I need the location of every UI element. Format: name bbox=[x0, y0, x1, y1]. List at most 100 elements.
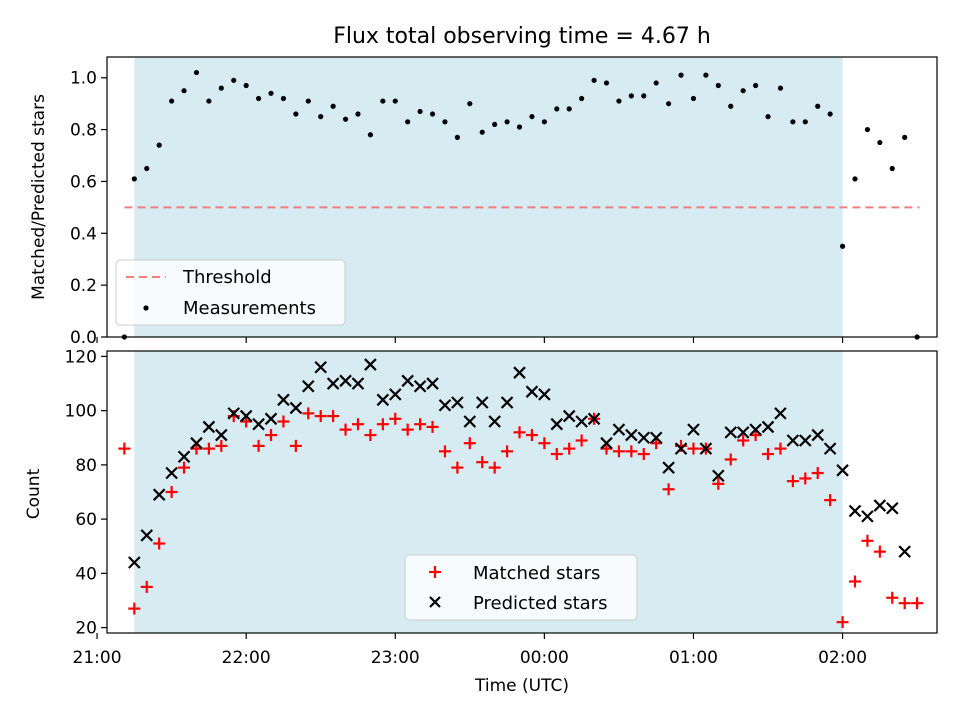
measurement-point bbox=[293, 111, 299, 117]
matched-star-point bbox=[426, 420, 439, 433]
measurement-point bbox=[864, 126, 871, 133]
matched-star-point bbox=[612, 445, 625, 458]
measurement-point bbox=[492, 121, 498, 128]
count-y-tick-label: 60 bbox=[75, 510, 97, 530]
measurement-point bbox=[169, 98, 175, 104]
legend-measurements-label: Measurements bbox=[183, 298, 316, 319]
measurement-point bbox=[342, 116, 349, 122]
measurement-point bbox=[641, 93, 647, 99]
measurement-point bbox=[827, 111, 833, 117]
ratio-legend: Threshold Measurements bbox=[115, 259, 346, 326]
measurement-point bbox=[305, 98, 311, 104]
measurement-point bbox=[877, 139, 883, 146]
matched-star-point bbox=[550, 448, 563, 461]
matched-star-point bbox=[153, 537, 166, 550]
predicted-star-point bbox=[525, 385, 539, 398]
x-tick-label: 01:00 bbox=[669, 648, 718, 668]
ratio-y-axis-label: Matched/Predicted stars bbox=[29, 94, 49, 300]
matched-star-point bbox=[252, 439, 265, 452]
measurement-point bbox=[330, 103, 336, 109]
measurement-point bbox=[380, 98, 386, 104]
measurement-point bbox=[765, 114, 771, 120]
measurement-point bbox=[392, 98, 398, 104]
ratio-y-tick-label: 0.0 bbox=[70, 328, 97, 348]
measurement-point bbox=[591, 77, 597, 83]
count-legend: Matched stars Predicted stars bbox=[404, 554, 638, 621]
matched-star-point bbox=[737, 434, 750, 447]
legend-matched-swatch bbox=[429, 566, 441, 578]
predicted-star-point bbox=[339, 374, 352, 388]
matched-star-point bbox=[165, 486, 178, 498]
ratio-y-tick-label: 0.8 bbox=[70, 121, 97, 141]
predicted-star-point bbox=[687, 423, 700, 436]
predicted-star-point bbox=[612, 423, 626, 436]
ratio-y-tick-label: 0.4 bbox=[70, 224, 97, 244]
predicted-stars-series bbox=[128, 358, 911, 569]
matched-star-point bbox=[898, 597, 911, 610]
matched-star-point bbox=[327, 410, 340, 423]
x-tick-label: 21:00 bbox=[73, 648, 122, 668]
measurement-point bbox=[790, 119, 796, 125]
measurement-point bbox=[777, 85, 784, 91]
measurement-point bbox=[541, 119, 547, 125]
measurement-point bbox=[839, 243, 846, 249]
measurement-point bbox=[616, 98, 622, 104]
matched-star-point bbox=[140, 580, 153, 593]
legend-measurements-swatch bbox=[143, 305, 149, 311]
predicted-star-point bbox=[215, 428, 228, 442]
predicted-star-point bbox=[799, 434, 812, 447]
matched-star-point bbox=[302, 407, 315, 420]
predicted-star-point bbox=[413, 379, 427, 393]
predicted-star-point bbox=[562, 409, 576, 423]
measurement-point bbox=[144, 165, 150, 172]
measurement-point bbox=[429, 111, 436, 117]
predicted-star-point bbox=[438, 398, 452, 412]
measurement-point bbox=[752, 82, 759, 89]
measurement-point bbox=[504, 119, 510, 125]
matched-star-point bbox=[687, 442, 700, 455]
matched-star-point bbox=[811, 467, 824, 480]
predicted-star-point bbox=[140, 529, 154, 542]
predicted-star-point bbox=[289, 401, 303, 415]
matched-star-point bbox=[389, 412, 402, 425]
x-axis-label: Time (UTC) bbox=[474, 676, 569, 696]
matched-star-point bbox=[724, 453, 737, 466]
predicted-star-point bbox=[314, 360, 327, 374]
measurement-point bbox=[405, 119, 411, 125]
count-y-axis-label: Count bbox=[24, 468, 44, 519]
ratio-y-tick-label: 0.6 bbox=[70, 172, 97, 192]
count-y-tick-label: 20 bbox=[75, 619, 97, 639]
predicted-star-point bbox=[873, 499, 887, 512]
x-tick-label: 00:00 bbox=[520, 648, 569, 668]
x-tick-label: 02:00 bbox=[818, 648, 867, 668]
matched-star-point bbox=[886, 591, 899, 604]
legend-predicted-label: Predicted stars bbox=[473, 593, 607, 614]
matched-star-point bbox=[762, 448, 775, 461]
measurement-point bbox=[653, 80, 659, 86]
matched-star-point bbox=[799, 472, 812, 485]
matched-star-point bbox=[538, 437, 551, 450]
matched-star-point bbox=[873, 545, 886, 558]
predicted-star-point bbox=[165, 466, 178, 480]
ratio-y-tick-label: 0.2 bbox=[70, 276, 97, 296]
matched-star-point bbox=[314, 410, 327, 423]
predicted-star-point bbox=[401, 374, 414, 388]
measurement-point bbox=[566, 106, 572, 112]
matched-star-point bbox=[277, 415, 290, 428]
matched-star-point bbox=[128, 602, 141, 615]
predicted-star-point bbox=[550, 417, 564, 431]
matched-star-point bbox=[563, 442, 576, 455]
predicted-star-point bbox=[736, 426, 750, 439]
measurement-point bbox=[902, 134, 908, 140]
predicted-star-point bbox=[699, 442, 713, 455]
predicted-star-point bbox=[587, 412, 601, 426]
predicted-star-point bbox=[712, 469, 725, 483]
predicted-star-point bbox=[264, 412, 278, 426]
matched-star-point bbox=[625, 445, 638, 458]
predicted-star-point bbox=[823, 442, 837, 455]
measurement-point bbox=[255, 95, 262, 102]
measurement-point bbox=[417, 108, 423, 115]
predicted-star-point bbox=[364, 358, 377, 371]
count-y-tick-label: 120 bbox=[65, 347, 97, 367]
